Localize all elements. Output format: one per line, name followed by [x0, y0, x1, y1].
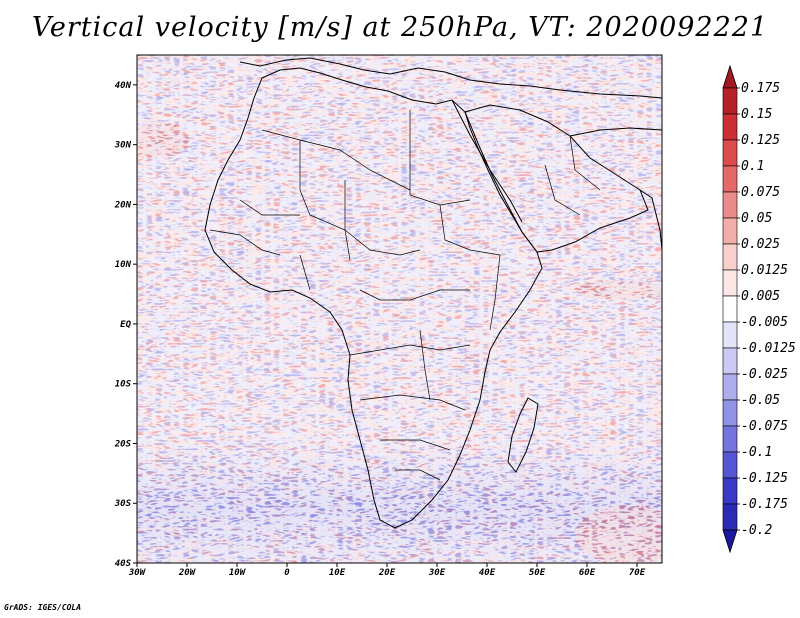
lat-tick-label: 20S [114, 439, 132, 449]
colorbar-box [722, 139, 738, 167]
india-coastline [639, 189, 662, 251]
longitude-axis: 30W 20W 10W 0 10E 20E 30E 40E 50E 60E 70E [128, 563, 646, 578]
colorbar-label: -0.125 [741, 471, 788, 486]
colorbar-box [722, 191, 738, 219]
lat-tick-label: 20N [114, 200, 132, 210]
colorbar-box [722, 87, 738, 115]
lon-tick-label: 60E [579, 568, 596, 578]
colorbar-label: -0.025 [741, 367, 788, 382]
lat-tick-label: EQ [120, 320, 131, 330]
lon-tick-label: 70E [629, 568, 646, 578]
latitude-axis: 40N 30N 20N 10N EQ 10S 20S 30S 40S [114, 81, 137, 569]
map-title: Vertical velocity [m/s] at 250hPa, VT: 2… [31, 12, 769, 43]
lat-tick-label: 30S [114, 499, 132, 509]
colorbar-box [722, 477, 738, 505]
europe-coastline [239, 57, 662, 99]
lon-tick-label: 30E [428, 568, 446, 578]
colorbar-box [722, 451, 738, 479]
colorbar-box [722, 243, 738, 271]
plot-frame [136, 54, 663, 564]
lon-tick-label: 50E [529, 568, 546, 578]
red-sea [451, 99, 523, 223]
colorbar-label: 0.05 [741, 211, 772, 226]
coastlines [204, 57, 662, 529]
colorbar-label: 0.1 [741, 159, 764, 174]
colorbar-top-arrow [722, 64, 738, 89]
colorbar-label: 0.075 [741, 185, 780, 200]
lon-tick-label: 30W [128, 568, 147, 578]
colorbar-box [722, 321, 738, 349]
africa-coastline [204, 67, 543, 529]
country-borders [209, 110, 601, 481]
lat-tick-label: 40S [115, 559, 132, 569]
credit-text: GrADS: IGES/COLA [4, 603, 82, 612]
madagascar-coastline [507, 397, 539, 473]
colorbar-label: 0.15 [741, 107, 772, 122]
colorbar-box [722, 347, 738, 375]
colorbar-box [722, 269, 738, 297]
colorbar-label: -0.2 [741, 523, 772, 538]
lon-tick-label: 10W [229, 568, 247, 578]
lat-tick-label: 10S [115, 380, 132, 390]
colorbar-label: -0.075 [741, 419, 788, 434]
colorbar-bottom-arrow [722, 529, 738, 554]
colorbar-label: 0.125 [741, 133, 780, 148]
lon-tick-label: 0 [284, 568, 290, 578]
colorbar-box [722, 295, 738, 323]
colorbar-box [722, 503, 738, 531]
colorbar-label: -0.05 [741, 393, 780, 408]
colorbar-box [722, 399, 738, 427]
persia-coastline [569, 127, 662, 137]
colorbar-label: 0.025 [741, 237, 780, 252]
lat-tick-label: 40N [115, 81, 132, 91]
colorbar-box [722, 113, 738, 141]
lon-tick-label: 20E [378, 568, 396, 578]
colorbar-box [722, 217, 738, 245]
colorbar-box [722, 165, 738, 193]
colorbar-box [722, 373, 738, 401]
lat-tick-label: 30N [114, 141, 132, 151]
colorbar-label: -0.175 [741, 497, 788, 512]
lon-tick-label: 40E [479, 568, 496, 578]
lon-tick-label: 20W [178, 568, 197, 578]
colorbar-label: 0.005 [741, 289, 780, 304]
colorbar-label: -0.1 [741, 445, 772, 460]
vertical-velocity-field [137, 55, 662, 563]
colorbar-label: -0.0125 [741, 341, 796, 356]
arabia-coastline [464, 104, 649, 253]
lat-tick-label: 10N [115, 260, 132, 270]
lon-tick-label: 10E [329, 568, 346, 578]
colorbar-box [722, 425, 738, 453]
colorbar-label: 0.175 [741, 81, 780, 96]
colorbar-label: -0.005 [741, 315, 788, 330]
colorbar-label: 0.0125 [741, 263, 788, 278]
colorbar: 0.175 0.15 0.125 0.1 0.075 0.05 0.025 0.0125 0.0… [722, 64, 796, 554]
